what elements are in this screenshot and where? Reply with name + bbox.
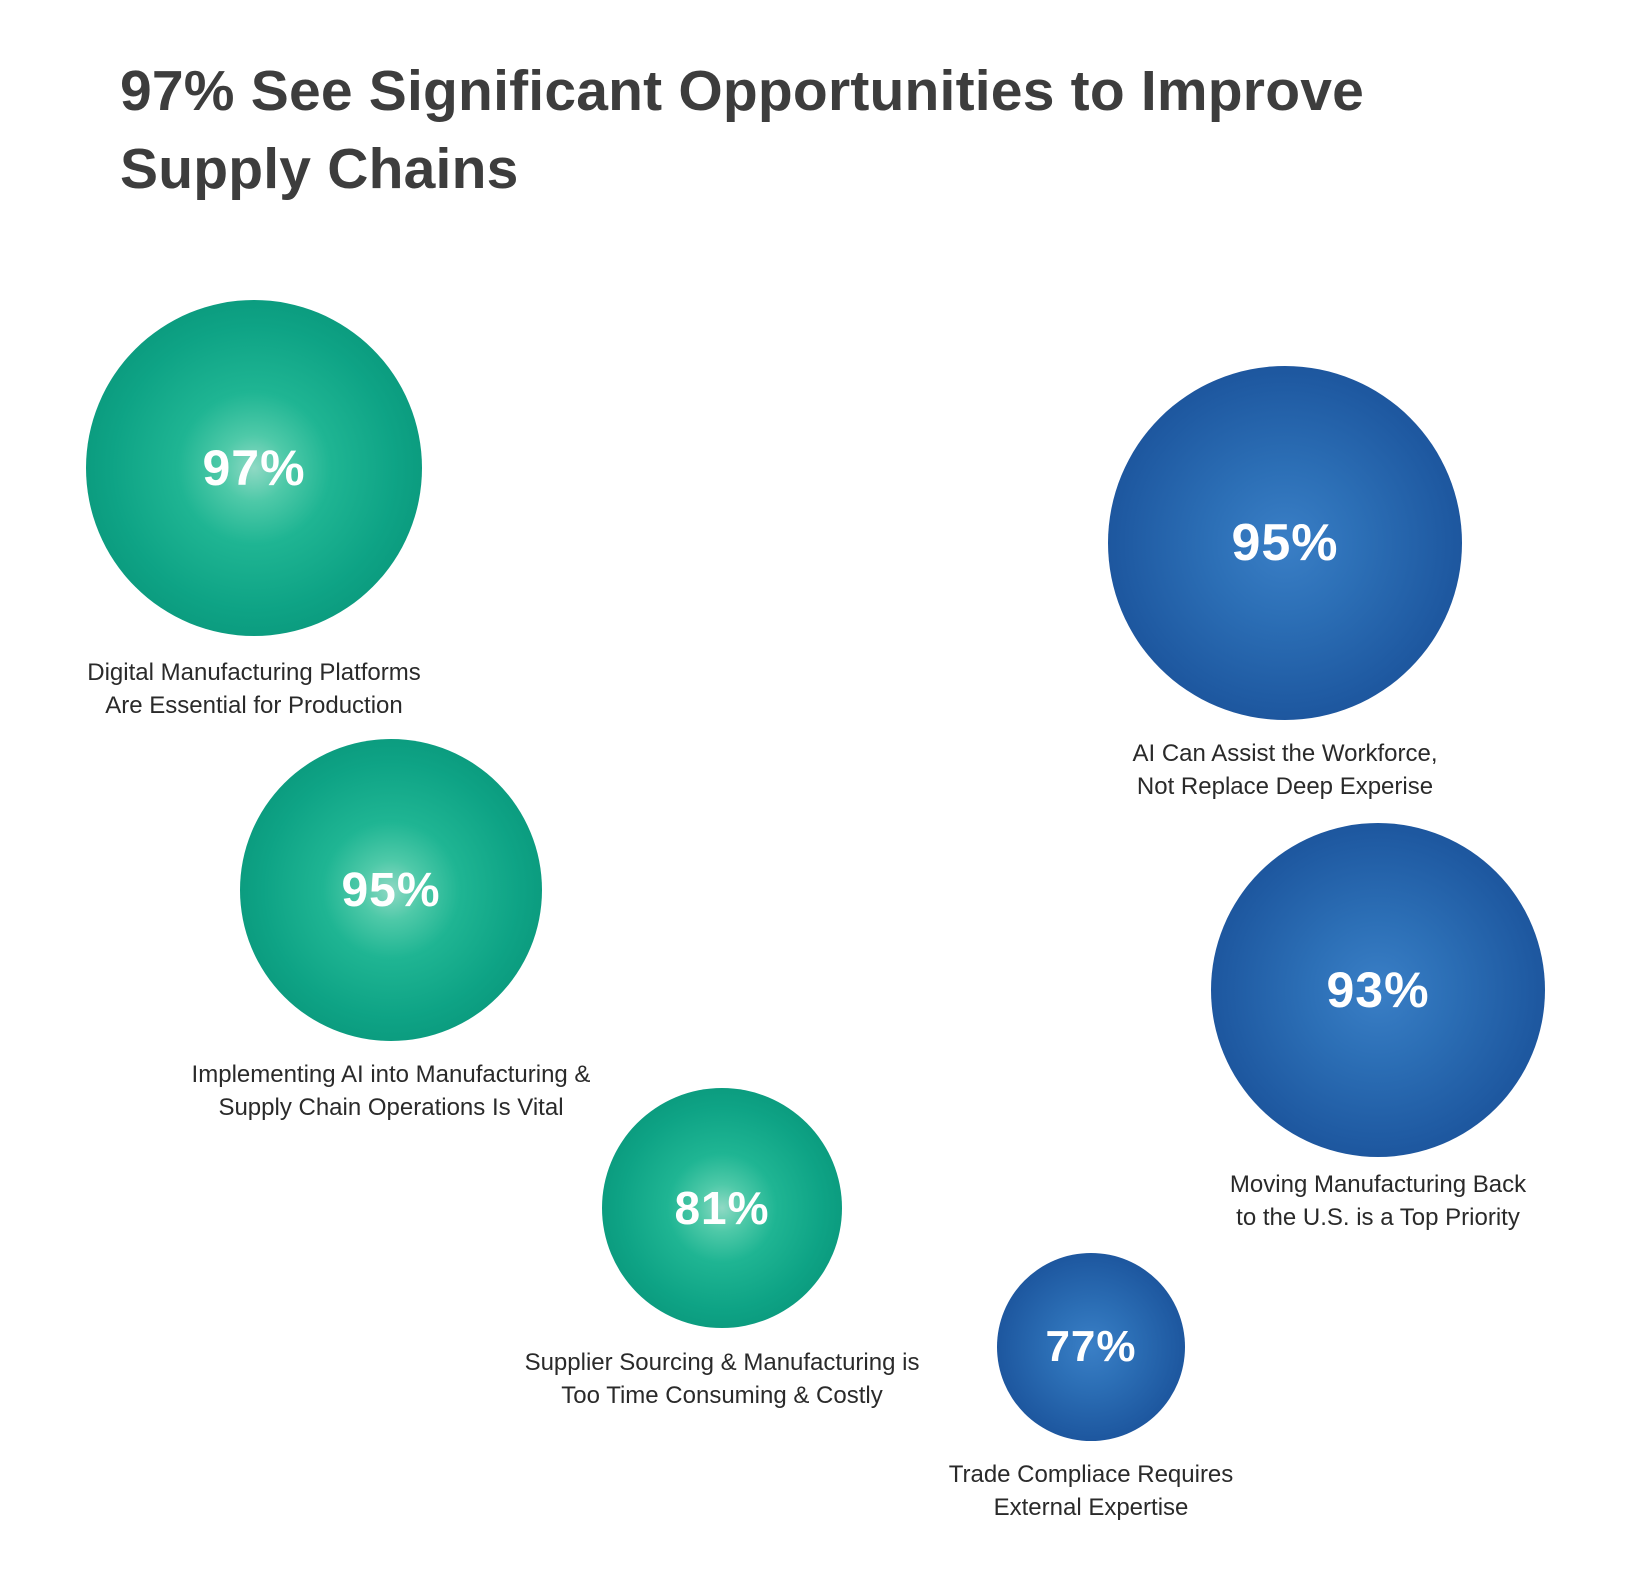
- bubble-caption-line: External Expertise: [993, 1494, 1189, 1521]
- bubble-caption: Moving Manufacturing Back to the U.S. is …: [1230, 1168, 1526, 1234]
- bubble-green-2: 95%: [240, 739, 542, 1041]
- bubble-caption-line: Too Time Consuming & Costly: [561, 1382, 883, 1409]
- bubble-blue-5: 93%: [1211, 823, 1545, 1157]
- bubble-caption-line: AI Can Assist the Workforce,: [1132, 740, 1438, 767]
- bubble-caption-line: Not Replace Deep Experise: [1136, 773, 1434, 800]
- bubble-caption: Trade Compliace Requires External Experti…: [949, 1458, 1234, 1524]
- bubble-caption-line: Moving Manufacturing Back: [1229, 1171, 1527, 1198]
- bubble-green-1: 97%: [86, 300, 422, 636]
- bubble-value-label: 81%: [674, 1182, 770, 1234]
- bubble-caption-line: Supply Chain Operations Is Vital: [218, 1094, 564, 1121]
- bubble-caption: AI Can Assist the Workforce, Not Replace …: [1132, 737, 1437, 803]
- bubble-blue-4: 95%: [1108, 366, 1462, 720]
- bubble-value-label: 77%: [1045, 1322, 1137, 1371]
- bubble-caption-line: to the U.S. is a Top Priority: [1236, 1204, 1520, 1231]
- bubble-caption: Digital Manufacturing Platforms Are Essen…: [87, 656, 420, 722]
- bubble-caption-line: Implementing AI into Manufacturing &: [191, 1061, 591, 1088]
- bubble-green-3: 81%: [602, 1088, 842, 1328]
- bubble-caption: Supplier Sourcing & Manufacturing is Too …: [525, 1346, 920, 1412]
- bubble-value-label: 93%: [1326, 962, 1430, 1018]
- bubble-caption-line: Trade Compliace Requires: [948, 1461, 1234, 1488]
- bubble-value-label: 95%: [1231, 514, 1339, 572]
- bubble-caption-line: Supplier Sourcing & Manufacturing is: [524, 1349, 920, 1376]
- bubble-value-label: 97%: [202, 440, 306, 496]
- chart-title: 97% See Significant Opportunities to Imp…: [120, 59, 1365, 201]
- bubble-value-label: 95%: [341, 863, 441, 917]
- bubble-caption: Implementing AI into Manufacturing & Supp…: [192, 1058, 591, 1124]
- bubble-caption-line: Digital Manufacturing Platforms: [87, 659, 421, 686]
- bubble-blue-6: 77%: [997, 1253, 1185, 1441]
- bubble-caption-line: Are Essential for Production: [105, 692, 403, 719]
